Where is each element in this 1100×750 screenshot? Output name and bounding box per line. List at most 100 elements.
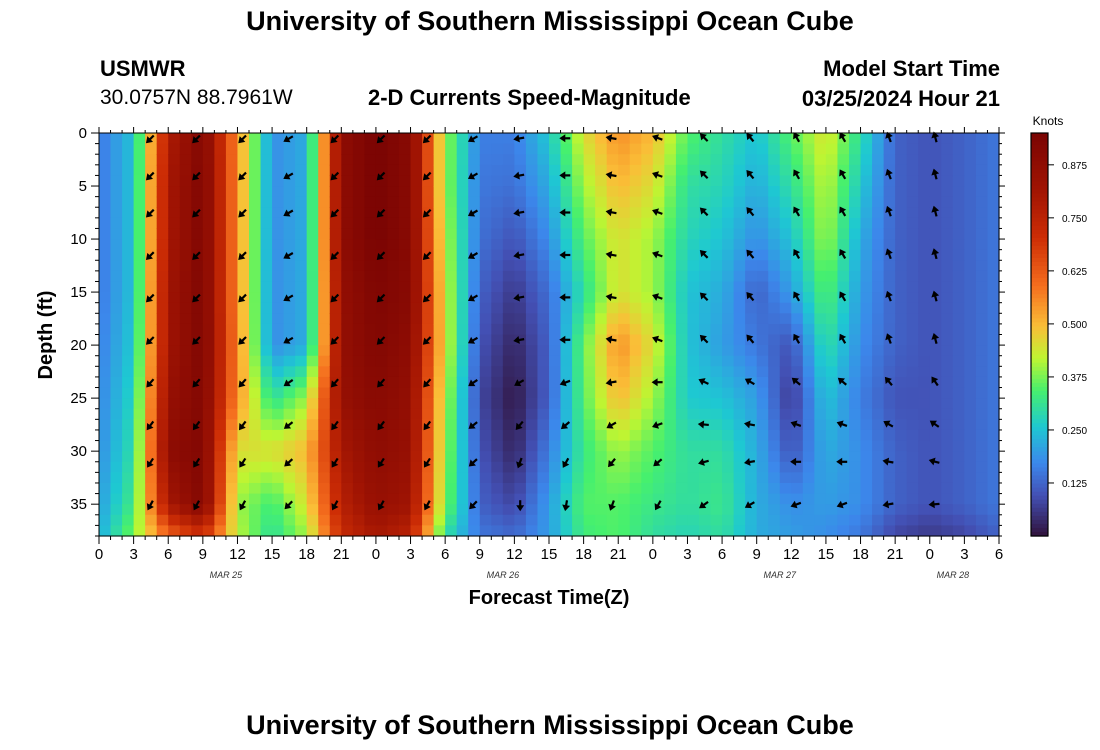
heatmap-cell	[768, 419, 781, 431]
heatmap-cell	[549, 164, 562, 177]
heatmap-cell	[145, 186, 158, 198]
heatmap-cell	[537, 419, 550, 431]
heatmap-cell	[179, 217, 192, 230]
heatmap-cell	[618, 302, 631, 314]
heatmap-cell	[445, 408, 458, 420]
heatmap-cell	[375, 164, 389, 177]
colorbar-swatch	[1031, 318, 1048, 324]
heatmap-cell	[606, 164, 619, 177]
heatmap-cell	[664, 175, 677, 187]
heatmap-cell	[145, 461, 158, 473]
heatmap-cell	[502, 143, 515, 155]
heatmap-cell	[318, 387, 331, 399]
heatmap-cell	[156, 270, 169, 283]
heatmap-cell	[572, 345, 585, 357]
heatmap-cell	[156, 334, 169, 346]
heatmap-cell	[849, 207, 862, 219]
heatmap-cell	[918, 323, 931, 336]
heatmap-cell	[249, 228, 262, 240]
heatmap-cell	[549, 408, 562, 420]
colorbar-swatch	[1031, 298, 1048, 303]
heatmap-cell	[249, 196, 262, 208]
heatmap-cell	[699, 217, 712, 230]
heatmap-cell	[502, 472, 515, 484]
heatmap-cell	[583, 387, 596, 399]
current-arrow	[744, 420, 756, 429]
heatmap-cell	[537, 482, 550, 495]
heatmap-cell	[249, 376, 262, 389]
heatmap-cell	[168, 313, 181, 325]
heatmap-cell	[525, 175, 539, 187]
heatmap-cell	[352, 504, 365, 516]
heatmap-cell	[295, 366, 308, 378]
heatmap-cell	[906, 429, 919, 442]
heatmap-cell	[214, 334, 227, 346]
heatmap-cell	[445, 451, 458, 463]
heatmap-cell	[283, 345, 296, 357]
heatmap-cell	[375, 217, 389, 230]
heatmap-cell	[110, 196, 123, 208]
heatmap-cell	[618, 451, 631, 463]
heatmap-cell	[549, 451, 562, 463]
heatmap-cell	[895, 186, 908, 198]
heatmap-cell	[825, 270, 839, 283]
heatmap-cell	[387, 419, 400, 431]
heatmap-cell	[975, 302, 989, 314]
current-arrow	[882, 457, 894, 466]
heatmap-cell	[768, 302, 781, 314]
heatmap-cell	[595, 143, 608, 155]
heatmap-cell	[675, 387, 689, 399]
heatmap-cell	[710, 281, 723, 293]
heatmap-cell	[341, 270, 354, 283]
heatmap-cell	[272, 355, 285, 367]
heatmap-cell	[733, 239, 746, 251]
heatmap-cell	[560, 217, 573, 230]
heatmap-cell	[825, 493, 839, 505]
heatmap-cell	[329, 196, 342, 208]
heatmap-cell	[918, 313, 931, 325]
heatmap-cell	[468, 313, 481, 325]
heatmap-cell	[606, 196, 619, 208]
heatmap-cell	[929, 239, 942, 251]
current-arrow	[238, 171, 247, 181]
heatmap-cell	[352, 408, 365, 420]
heatmap-cell	[422, 302, 435, 314]
heatmap-cell	[572, 186, 585, 198]
heatmap-cell	[133, 239, 146, 251]
heatmap-cell	[156, 217, 169, 230]
heatmap-cell	[975, 514, 989, 526]
heatmap-cell	[364, 345, 377, 357]
heatmap-cell	[479, 525, 492, 537]
heatmap-cell	[122, 228, 135, 240]
heatmap-cell	[987, 249, 1000, 261]
heatmap-cell	[456, 249, 469, 261]
heatmap-cell	[825, 345, 839, 357]
heatmap-cell	[249, 440, 262, 452]
heatmap-cell	[122, 461, 135, 473]
heatmap-cell	[202, 133, 215, 145]
heatmap-cell	[745, 493, 758, 505]
current-arrow	[330, 171, 340, 181]
heatmap-cell	[479, 260, 492, 272]
heatmap-cell	[295, 239, 308, 251]
heatmap-cell	[849, 143, 862, 155]
heatmap-cell	[652, 239, 665, 251]
heatmap-cell	[825, 281, 839, 293]
current-arrow	[559, 134, 571, 143]
heatmap-cell	[156, 143, 169, 155]
heatmap-cell	[399, 260, 412, 272]
heatmap-cell	[514, 164, 527, 177]
heatmap-cell	[606, 217, 619, 230]
heatmap-cell	[387, 429, 400, 442]
heatmap-cell	[837, 302, 850, 314]
heatmap-cell	[929, 217, 942, 230]
heatmap-cell	[341, 186, 354, 198]
heatmap-cell	[652, 355, 665, 367]
heatmap-cell	[191, 164, 204, 177]
heatmap-cell	[941, 376, 954, 389]
date-label: MAR 28	[937, 570, 970, 580]
heatmap-cell	[168, 323, 181, 336]
heatmap-cell	[664, 461, 677, 473]
heatmap-cell	[491, 207, 504, 219]
